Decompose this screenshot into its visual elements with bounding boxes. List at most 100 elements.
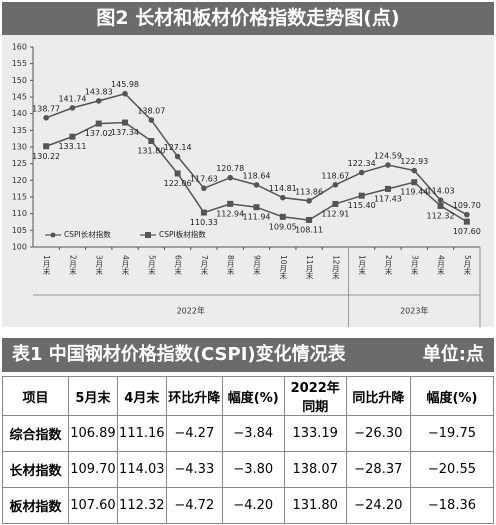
data-label: 120.78 [216, 164, 244, 173]
table-cell: −4.72 [165, 487, 223, 524]
point [43, 114, 49, 121]
data-label: 122.34 [348, 159, 376, 168]
point [332, 181, 339, 188]
x-tick-label: 6月末 [173, 255, 182, 276]
data-label: 124.59 [374, 152, 402, 161]
data-label: 110.33 [190, 218, 218, 227]
y-tick-label: 105 [12, 226, 27, 235]
row-header-cell: 板材指数 [1, 487, 70, 524]
x-tick-label: 11月末 [305, 255, 314, 281]
table-cell: −4.27 [165, 415, 223, 452]
data-label: 127.14 [164, 143, 192, 152]
point [95, 98, 102, 104]
header-cell: 同比升降 [345, 376, 411, 416]
y-tick-label: 145 [12, 93, 27, 102]
legend-marker [50, 232, 56, 238]
header-cell: 4月末 [116, 376, 167, 416]
data-label: 118.67 [321, 171, 349, 180]
data-label: 141.74 [58, 94, 86, 103]
table-cell: 106.89 [68, 415, 118, 452]
group-label: 2022年 [177, 306, 205, 316]
data-label: 130.22 [32, 152, 60, 161]
point [174, 153, 181, 160]
y-tick-label: 115 [12, 193, 27, 202]
table-title-bar: 表1 中国钢材价格指数(CSPI)变化情况表 单位:点 [2, 338, 494, 372]
x-tick-label: 3月末 [410, 255, 419, 276]
group-label: 2023年 [400, 306, 428, 316]
point [385, 162, 391, 168]
x-tick-label: 5月末 [463, 255, 472, 276]
point [411, 167, 418, 174]
y-tick-label: 160 [12, 43, 27, 52]
point [148, 138, 155, 144]
data-label: 119.44 [400, 188, 428, 197]
data-label: 117.63 [190, 175, 218, 184]
point [279, 194, 286, 201]
x-tick-label: 10月末 [279, 255, 288, 281]
table-cell: −20.55 [409, 451, 495, 488]
x-tick-label: 7月末 [200, 255, 209, 276]
y-tick-label: 110 [12, 209, 27, 218]
point [411, 179, 418, 186]
data-label: 131.80 [137, 147, 165, 156]
data-label: 114.03 [427, 187, 455, 196]
table-row: 综合指数 106.89 111.16 −4.27 −3.84 133.19 −26.30 −1… [1, 415, 495, 452]
chart: 100 105 110 115 120 125 130 135 140 145 150 155 160 1… [2, 35, 494, 327]
table-cell: −3.80 [221, 451, 285, 488]
data-label: 109.05 [269, 222, 297, 231]
header-cell: 5月末 [68, 376, 118, 416]
point [384, 185, 391, 192]
point [253, 204, 260, 211]
point [358, 169, 365, 176]
table-cell: 112.32 [116, 487, 167, 524]
table-title: 表1 中国钢材价格指数(CSPI)变化情况表 [12, 344, 346, 365]
data-label: 143.83 [85, 87, 113, 96]
header-cell: 2022年同期 [283, 376, 347, 416]
x-tick-label: 4月末 [121, 255, 130, 276]
data-label: 111.94 [243, 213, 271, 222]
point [253, 182, 260, 188]
row-header-cell: 综合指数 [1, 415, 70, 452]
point [332, 200, 339, 207]
data-label: 118.64 [243, 171, 271, 180]
table-row: 长材指数 109.70 114.03 −4.33 −3.80 138.07 −28.37 −2… [1, 451, 495, 488]
legend-label: CSPI长材指数 [64, 229, 111, 239]
point [122, 119, 129, 126]
chart-background [2, 35, 494, 327]
x-tick-label: 1月末 [42, 255, 51, 276]
table-cell: −3.84 [221, 415, 285, 452]
header-cell: 幅度(%) [221, 376, 285, 416]
y-tick-label: 150 [12, 76, 27, 85]
point [148, 117, 155, 123]
data-label: 137.34 [111, 128, 139, 137]
data-label: 133.11 [58, 142, 86, 151]
point [306, 216, 313, 223]
row-header-cell: 长材指数 [1, 451, 70, 488]
data-label: 115.40 [348, 201, 376, 210]
y-tick-label: 120 [12, 176, 27, 185]
data-label: 112.32 [427, 211, 455, 220]
data-label: 109.70 [453, 201, 481, 210]
point [201, 185, 207, 192]
header-cell: 项目 [1, 376, 70, 416]
table-cell: −19.75 [409, 415, 495, 452]
x-tick-label: 2月末 [68, 255, 77, 276]
table-cell: 111.16 [116, 415, 167, 452]
point [464, 211, 470, 218]
table-cell: −4.20 [221, 487, 285, 524]
table-cell: −24.20 [345, 487, 411, 524]
point [306, 198, 312, 204]
data-label: 112.94 [216, 209, 244, 218]
data-label: 137.02 [85, 129, 113, 138]
data-label: 114.81 [269, 184, 297, 193]
table-unit: 单位:点 [422, 344, 484, 365]
point [43, 143, 50, 150]
point [200, 209, 207, 216]
y-tick-label: 100 [12, 243, 27, 252]
table-cell: −28.37 [345, 451, 411, 488]
point [279, 213, 286, 220]
x-tick-label: 2月末 [384, 255, 393, 276]
x-tick-label: 12月末 [331, 255, 340, 281]
chart-title: 图2 长材和板材价格指数走势图(点) [2, 2, 494, 35]
data-label: 112.91 [321, 209, 349, 218]
